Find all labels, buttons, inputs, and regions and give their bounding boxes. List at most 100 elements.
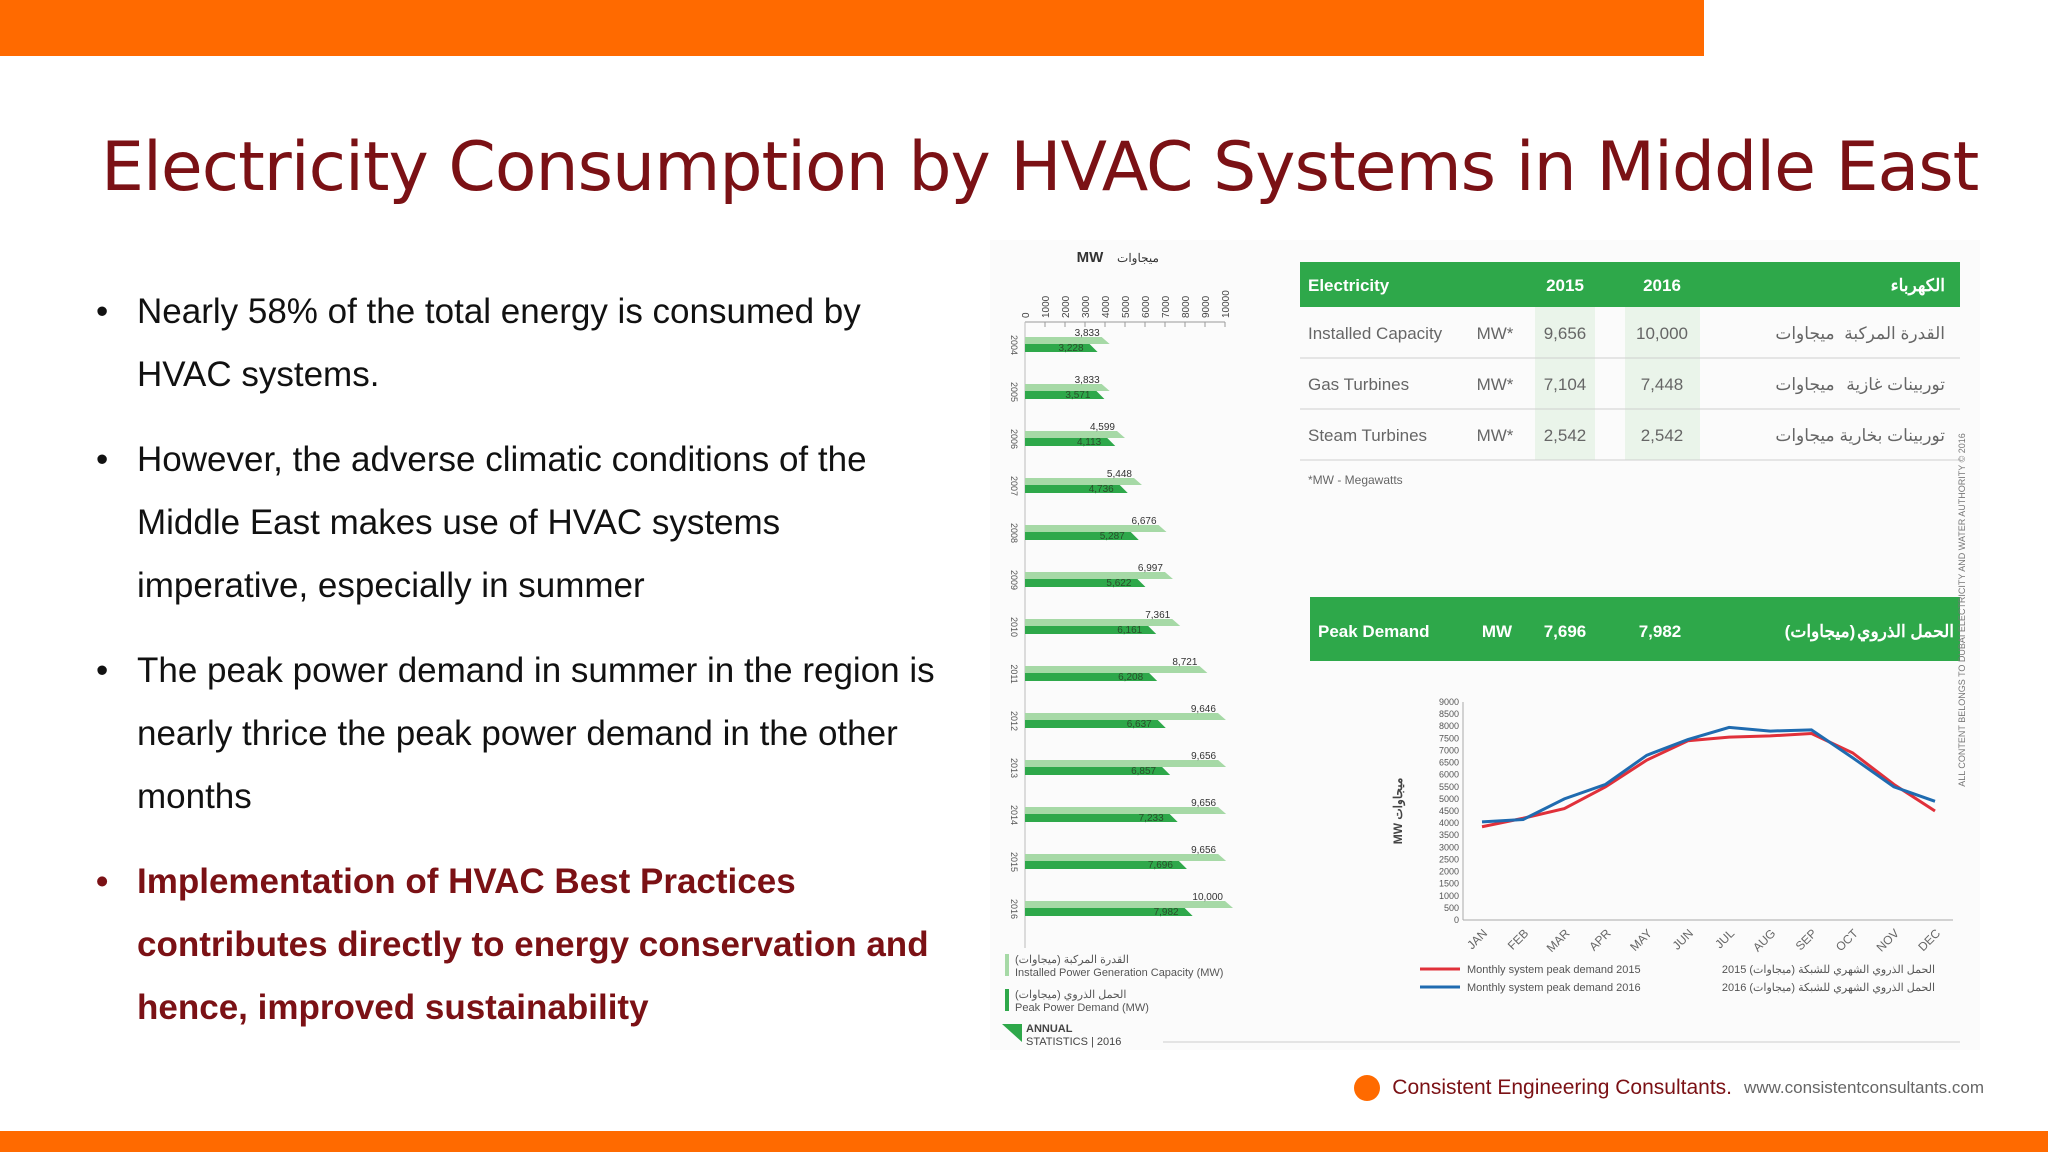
top-accent-bar (0, 0, 1704, 56)
line-y-tick-label: 6500 (1439, 758, 1459, 768)
bar-axis-tick-label: 6000 (1141, 295, 1152, 318)
table-cell: 9,656 (1544, 324, 1587, 343)
table-cell: Gas Turbines (1308, 375, 1409, 394)
bar-capacity (1025, 525, 1167, 532)
bar-capacity-value-label: 6,997 (1138, 563, 1163, 574)
bullet-item: • Nearly 58% of the total energy is cons… (96, 280, 956, 406)
bar-year-label: 2015 (1009, 852, 1019, 872)
table-cell: القدرة المركبة (1844, 324, 1945, 344)
legend-peak-swatch (1005, 989, 1009, 1011)
peak-demand-cell: 7,982 (1639, 622, 1682, 641)
line-legend-label-ar: 2015 الحمل الذروي الشهري للشبكة (ميجاوات… (1722, 964, 1935, 976)
line-x-tick-label: APR (1586, 926, 1614, 954)
line-y-tick-label: 1000 (1439, 891, 1459, 901)
table-2015-column-shade (1535, 307, 1595, 460)
bar-capacity (1025, 713, 1226, 720)
table-2016-column-shade (1625, 307, 1700, 460)
bar-capacity-value-label: 9,656 (1191, 798, 1216, 809)
peak-demand-cell: MW (1482, 622, 1513, 641)
bar-axis-tick-label: 3000 (1081, 295, 1092, 318)
bar-peak-demand (1025, 814, 1178, 822)
line-x-tick-label: JUN (1670, 926, 1696, 952)
bar-peak-value-label: 6,637 (1127, 719, 1152, 730)
bullet-item: • The peak power demand in summer in the… (96, 639, 956, 828)
bar-peak-value-label: 7,982 (1154, 907, 1179, 918)
bar-axis-tick-label: 7000 (1161, 295, 1172, 318)
bar-axis-tick-label: 8000 (1181, 295, 1192, 318)
table-cell: Installed Capacity (1308, 324, 1443, 343)
bar-capacity (1025, 384, 1110, 391)
line-x-tick-label: AUG (1750, 926, 1778, 954)
bar-unit-label: MW (1077, 249, 1104, 266)
bullet-text: Nearly 58% of the total energy is consum… (137, 292, 861, 394)
bar-peak-value-label: 5,287 (1100, 531, 1125, 542)
bar-year-label: 2012 (1009, 711, 1019, 731)
legend-capacity-label-ar: القدرة المركبة (ميجاوات) (1015, 954, 1129, 966)
line-y-tick-label: 3500 (1439, 830, 1459, 840)
copyright-credit: ALL CONTENT BELONGS TO DUBAI ELECTRICITY… (1957, 433, 1967, 787)
peak-demand-cell: 7,696 (1544, 622, 1587, 641)
bottom-accent-bar (0, 1131, 2048, 1152)
bar-year-label: 2013 (1009, 758, 1019, 778)
bar-year-label: 2005 (1009, 382, 1019, 402)
bar-capacity-value-label: 4,599 (1090, 422, 1115, 433)
bar-capacity-value-label: 9,646 (1191, 704, 1216, 715)
dewa-statistics-figure: MW ميجاوات 0 1000 2000 3000 4000 5000 6000 7000 80… (990, 240, 1980, 1050)
line-x-tick-label: JUL (1712, 926, 1737, 951)
table-header-cell: Electricity (1308, 276, 1390, 295)
bullet-item: • However, the adverse climatic conditio… (96, 428, 956, 617)
bar-peak-value-label: 5,622 (1106, 578, 1131, 589)
bar-peak-value-label: 6,857 (1131, 766, 1156, 777)
table-cell: 7,104 (1544, 375, 1587, 394)
monthly-peak-line-chart: 0 500 1000 1500 2000 2500 3000 3500 4000 4500 5000… (1391, 697, 1953, 994)
bar-peak-value-label: 7,233 (1139, 813, 1164, 824)
table-header-cell: 2016 (1643, 276, 1681, 295)
bullet-list: • Nearly 58% of the total energy is cons… (96, 280, 956, 1061)
table-cell: توربينات غازية (1846, 375, 1945, 395)
bar-capacity (1025, 901, 1233, 908)
line-series-2015 (1481, 731, 1936, 829)
bar-peak-value-label: 3,228 (1059, 343, 1084, 354)
table-cell: 2,542 (1641, 426, 1684, 445)
bar-peak-demand (1025, 391, 1105, 399)
bar-year-label: 2011 (1009, 664, 1019, 683)
line-y-tick-label: 8500 (1439, 709, 1459, 719)
company-logo-icon (1354, 1075, 1381, 1101)
legend-peak-label: Peak Power Demand (MW) (1015, 1002, 1149, 1014)
bullet-dot-icon: • (96, 651, 109, 690)
line-y-tick-label: 5000 (1439, 794, 1459, 804)
legend-capacity-label: Installed Power Generation Capacity (MW) (1015, 967, 1223, 979)
line-x-tick-label: MAR (1544, 926, 1573, 955)
bar-axis-tick-label: 9000 (1201, 295, 1212, 318)
bar-year-label: 2016 (1009, 899, 1019, 919)
bar-axis-tick-label: 2000 (1061, 295, 1072, 318)
bar-peak-value-label: 4,113 (1077, 437, 1102, 448)
legend-peak-label-ar: الحمل الذروي (ميجاوات) (1015, 989, 1126, 1001)
line-legend-label-ar: 2016 الحمل الذروي الشهري للشبكة (ميجاوات… (1722, 982, 1935, 994)
bar-peak-demand (1025, 579, 1146, 587)
line-x-tick-label: JAN (1464, 926, 1490, 952)
bar-peak-demand (1025, 438, 1116, 446)
bar-capacity-value-label: 9,656 (1191, 751, 1216, 762)
bar-peak-value-label: 6,208 (1118, 672, 1143, 683)
line-x-tick-label: SEP (1793, 926, 1820, 953)
bar-capacity-value-label: 5,448 (1107, 469, 1132, 480)
line-series-2016 (1481, 725, 1936, 824)
bar-capacity (1025, 666, 1208, 673)
bullet-text: Implementation of HVAC Best Practices co… (137, 862, 929, 1027)
bar-year-label: 2007 (1009, 476, 1019, 496)
bar-axis-tick-label: 0 (1021, 312, 1032, 318)
line-x-tick-label: FEB (1505, 926, 1531, 952)
line-x-tick-label: MAY (1627, 926, 1655, 954)
bar-capacity-value-label: 10,000 (1192, 892, 1223, 903)
line-legend-label: Monthly system peak demand 2015 (1467, 964, 1641, 976)
line-y-axis-label: MW ميجاوات (1391, 778, 1406, 845)
line-x-tick-label: OCT (1833, 926, 1861, 954)
line-y-tick-label: 1500 (1439, 879, 1459, 889)
bar-capacity (1025, 807, 1227, 814)
peak-demand-cell: (ميجاوات) (1785, 622, 1856, 642)
line-y-tick-label: 2500 (1439, 854, 1459, 864)
bar-peak-demand (1025, 908, 1193, 916)
line-y-tick-label: 6000 (1439, 770, 1459, 780)
